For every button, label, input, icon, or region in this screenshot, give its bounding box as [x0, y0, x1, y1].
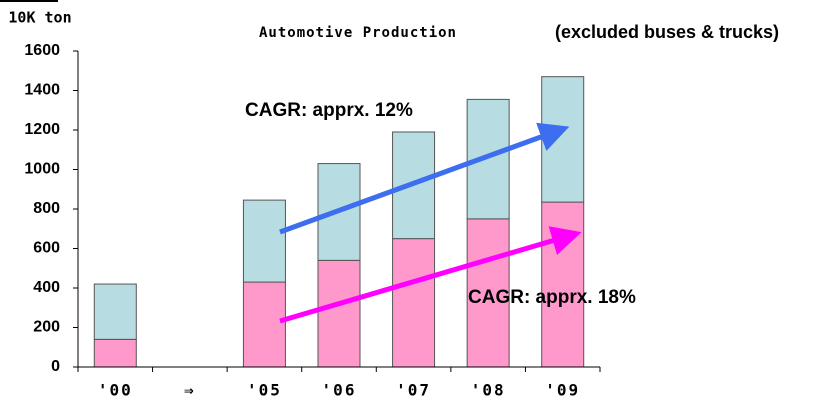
bar — [466, 218, 510, 368]
bar — [242, 199, 286, 283]
y-tick-label: 1000 — [24, 161, 60, 178]
bar — [541, 201, 585, 368]
annotation: CAGR: apprx. 18% — [468, 287, 636, 308]
x-tick-label: '09 — [545, 381, 580, 400]
bar — [392, 238, 436, 368]
y-tick-label: 600 — [33, 240, 60, 257]
x-tick-label: '05 — [247, 381, 282, 400]
bar — [93, 338, 137, 368]
annotation: CAGR: apprx. 12% — [245, 100, 413, 121]
x-tick-label: ⇒ — [184, 381, 196, 400]
y-tick-label: 1400 — [24, 82, 60, 99]
chart-subtitle: (excluded buses & trucks) — [555, 22, 779, 42]
y-tick-label: 1200 — [24, 121, 60, 138]
y-axis-label: 10K ton — [8, 9, 71, 27]
chart-title: Automotive Production — [259, 25, 457, 41]
trend-arrow — [279, 226, 582, 324]
y-tick-label: 1600 — [24, 42, 60, 59]
bar — [541, 76, 585, 203]
y-tick-label: 800 — [33, 200, 60, 217]
x-tick-label: '08 — [471, 381, 506, 400]
x-tick-label: '00 — [98, 381, 133, 400]
y-tick-label: 0 — [51, 358, 60, 375]
y-tick-label: 400 — [33, 279, 60, 296]
bar — [93, 283, 137, 340]
y-tick-label: 200 — [33, 319, 60, 336]
trend-arrow — [279, 122, 570, 235]
x-tick-label: '06 — [322, 381, 357, 400]
x-tick-label: '07 — [396, 381, 431, 400]
bar — [242, 281, 286, 368]
bar — [317, 259, 361, 368]
